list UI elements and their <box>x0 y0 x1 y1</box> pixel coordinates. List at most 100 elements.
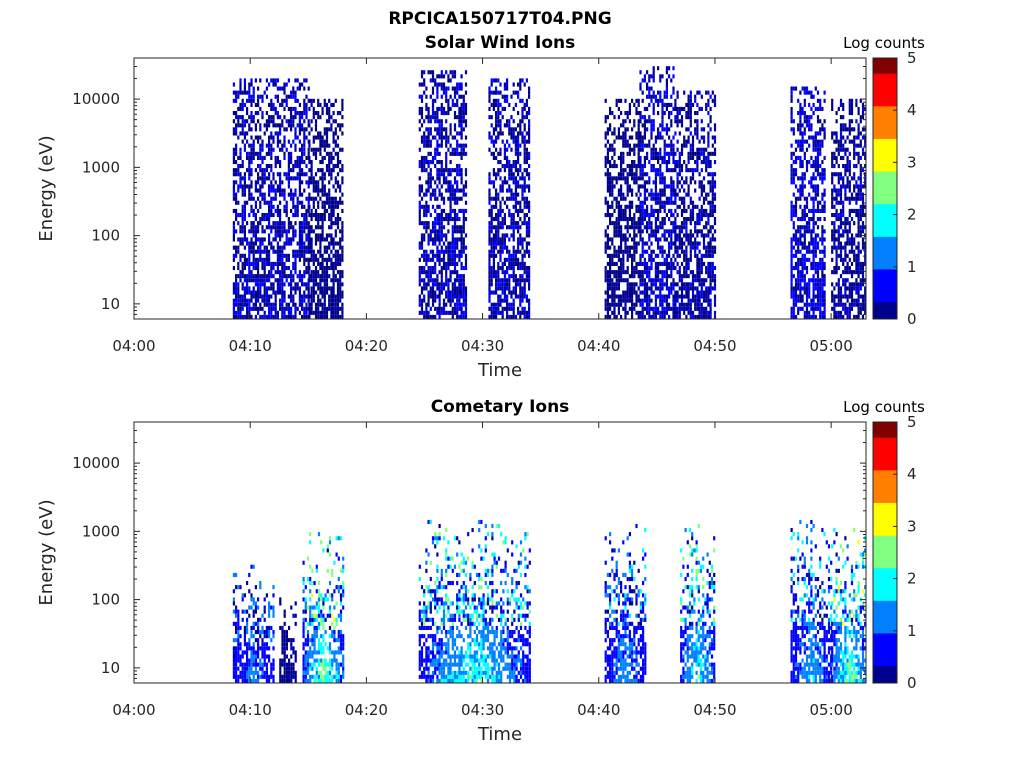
heatmap-cell <box>652 233 655 238</box>
heatmap-cell <box>464 208 468 213</box>
heatmap-cell <box>285 204 288 209</box>
heatmap-cell <box>436 282 439 287</box>
heatmap-cell <box>438 253 441 258</box>
heatmap-cell <box>663 257 666 262</box>
heatmap-cell <box>241 204 244 209</box>
heatmap-cell <box>615 261 618 266</box>
heatmap-cell <box>283 188 286 193</box>
heatmap-cell <box>635 261 638 266</box>
heatmap-cell <box>442 266 446 271</box>
heatmap-cell <box>707 266 710 271</box>
heatmap-cell <box>250 274 253 279</box>
heatmap-cell <box>317 298 320 303</box>
heatmap-cell <box>274 221 277 226</box>
heatmap-cell <box>436 253 439 258</box>
heatmap-cell <box>696 286 699 291</box>
heatmap-cell <box>332 204 335 209</box>
heatmap-cell <box>707 123 710 128</box>
heatmap-cell <box>268 204 271 209</box>
heatmap-cell <box>519 119 522 124</box>
heatmap-cell <box>429 196 432 201</box>
heatmap-cell <box>276 270 279 275</box>
heatmap-cell <box>711 278 714 283</box>
heatmap-cell <box>617 200 620 205</box>
heatmap-cell <box>257 306 260 311</box>
heatmap-cell <box>456 302 459 307</box>
heatmap-cell <box>525 270 528 275</box>
heatmap-cell <box>691 286 695 291</box>
heatmap-cell <box>694 249 697 254</box>
heatmap-cell <box>792 266 795 271</box>
heatmap-cell <box>254 184 257 189</box>
heatmap-cell <box>635 111 638 116</box>
heatmap-cell <box>257 172 260 177</box>
heatmap-cell <box>650 229 653 234</box>
heatmap-cell <box>464 143 468 148</box>
heatmap-cell <box>713 151 717 156</box>
heatmap-cell <box>497 229 500 234</box>
heatmap-cell <box>503 176 506 181</box>
heatmap-cell <box>232 151 235 156</box>
heatmap-cell <box>285 314 288 319</box>
heatmap-cell <box>294 115 297 120</box>
heatmap-cell <box>611 192 614 197</box>
heatmap-cell <box>460 225 463 230</box>
heatmap-cell <box>528 282 531 287</box>
heatmap-cell <box>643 208 646 213</box>
heatmap-cell <box>436 257 439 262</box>
heatmap-cell <box>626 217 629 222</box>
heatmap-cell <box>707 270 710 275</box>
heatmap-cell <box>438 168 441 173</box>
heatmap-cell <box>453 90 457 95</box>
heatmap-cell <box>510 188 513 193</box>
heatmap-cell <box>423 266 426 271</box>
heatmap-cell <box>683 286 686 291</box>
heatmap-cell <box>434 164 437 169</box>
heatmap-cell <box>495 204 498 209</box>
heatmap-cell <box>456 180 459 185</box>
heatmap-cell <box>319 102 322 107</box>
heatmap-cell <box>799 306 802 311</box>
heatmap-cell <box>626 237 629 242</box>
heatmap-cell <box>307 298 310 303</box>
heatmap-cell <box>462 249 465 254</box>
heatmap-cell <box>503 270 506 275</box>
heatmap-cell <box>456 241 459 246</box>
heatmap-cell <box>683 180 686 185</box>
heatmap-cell <box>643 180 646 185</box>
heatmap-cell <box>285 278 288 283</box>
heatmap-cell <box>512 196 515 201</box>
heatmap-cell <box>341 200 344 205</box>
heatmap-cell <box>279 172 282 177</box>
heatmap-cell <box>305 225 308 230</box>
heatmap-cell <box>279 208 282 213</box>
heatmap-cell <box>259 127 262 132</box>
heatmap-cell <box>661 253 664 258</box>
heatmap-cell <box>659 180 662 185</box>
heatmap-cell <box>615 135 618 140</box>
heatmap-cell <box>626 184 629 189</box>
heatmap-cell <box>235 127 238 132</box>
heatmap-cell <box>641 115 644 120</box>
heatmap-cell <box>312 139 315 144</box>
heatmap-cell <box>265 253 268 258</box>
heatmap-cell <box>425 135 428 140</box>
heatmap-cell <box>615 204 618 209</box>
heatmap-cell <box>646 127 649 132</box>
heatmap-cell <box>261 249 264 254</box>
heatmap-cell <box>622 208 625 213</box>
heatmap-cell <box>303 241 306 246</box>
heatmap-cell <box>285 306 288 311</box>
heatmap-cell <box>659 310 662 315</box>
heatmap-cell <box>646 86 649 91</box>
heatmap-cell <box>792 306 795 311</box>
heatmap-cell <box>652 74 655 79</box>
heatmap-cell <box>624 241 627 246</box>
heatmap-cell <box>668 253 671 258</box>
heatmap-cell <box>319 131 322 136</box>
heatmap-cell <box>617 278 620 283</box>
heatmap-cell <box>330 208 333 213</box>
heatmap-cell <box>429 94 432 99</box>
heatmap-cell <box>676 123 679 128</box>
heatmap-cell <box>709 266 712 271</box>
